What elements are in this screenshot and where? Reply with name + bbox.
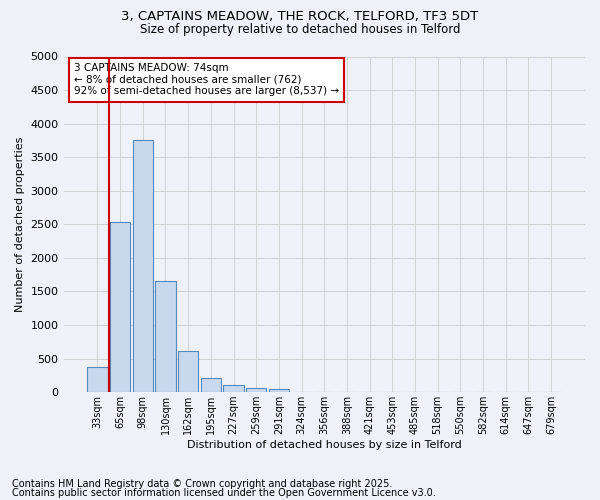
Bar bbox=[110, 222, 130, 392]
Text: 3 CAPTAINS MEADOW: 74sqm
← 8% of detached houses are smaller (762)
92% of semi-d: 3 CAPTAINS MEADOW: 74sqm ← 8% of detache… bbox=[74, 63, 339, 96]
Bar bbox=[246, 388, 266, 392]
Bar bbox=[269, 389, 289, 392]
X-axis label: Distribution of detached houses by size in Telford: Distribution of detached houses by size … bbox=[187, 440, 461, 450]
Bar bbox=[133, 140, 153, 392]
Bar bbox=[178, 350, 199, 392]
Text: 3, CAPTAINS MEADOW, THE ROCK, TELFORD, TF3 5DT: 3, CAPTAINS MEADOW, THE ROCK, TELFORD, T… bbox=[121, 10, 479, 23]
Bar bbox=[155, 282, 176, 392]
Y-axis label: Number of detached properties: Number of detached properties bbox=[15, 136, 25, 312]
Bar bbox=[87, 366, 107, 392]
Text: Size of property relative to detached houses in Telford: Size of property relative to detached ho… bbox=[140, 22, 460, 36]
Bar bbox=[200, 378, 221, 392]
Bar bbox=[223, 386, 244, 392]
Text: Contains public sector information licensed under the Open Government Licence v3: Contains public sector information licen… bbox=[12, 488, 436, 498]
Text: Contains HM Land Registry data © Crown copyright and database right 2025.: Contains HM Land Registry data © Crown c… bbox=[12, 479, 392, 489]
